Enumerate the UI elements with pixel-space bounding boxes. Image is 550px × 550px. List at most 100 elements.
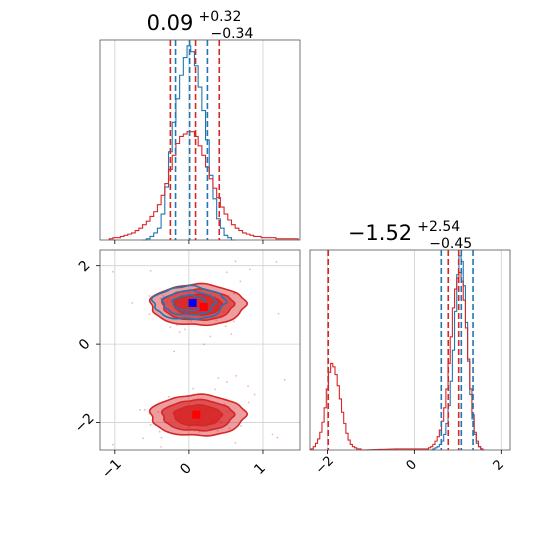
scatter-point <box>176 324 179 327</box>
hist-bar <box>202 111 206 240</box>
panel-bottom-left: −1 0 1 −2 0 2 <box>72 249 301 482</box>
hist-bar <box>235 228 239 240</box>
scatter-point <box>253 393 256 396</box>
x-ticks <box>114 240 264 244</box>
tick-label: −1 <box>99 456 125 482</box>
scatter-point <box>198 430 201 433</box>
scatter-point <box>148 295 151 297</box>
tick-label: 2 <box>76 258 94 276</box>
scatter-point <box>149 269 152 272</box>
hist-bar <box>191 132 195 240</box>
hist-bar <box>183 134 187 240</box>
scatter-point <box>235 374 238 377</box>
scatter-point <box>139 408 142 411</box>
title-sup: +2.54 <box>417 219 460 235</box>
panel-title-1: 0.09 +0.32 −0.34 <box>147 6 254 42</box>
blue-contours <box>150 284 228 321</box>
hist-bar <box>154 212 158 240</box>
scatter-point <box>184 328 187 331</box>
contour-level <box>150 284 228 321</box>
contour-level <box>171 294 207 312</box>
hist-bar <box>213 188 217 240</box>
x-ticks: −2 0 2 <box>313 450 507 478</box>
title-sub: −0.45 <box>429 236 472 252</box>
scatter-point <box>232 320 235 323</box>
red-marker <box>199 302 208 311</box>
hist-bar <box>224 214 228 240</box>
scatter-point <box>247 401 250 404</box>
axes-frame <box>99 249 301 451</box>
scatter-point <box>112 443 114 446</box>
hist-bar <box>128 234 132 240</box>
scatter-point <box>160 436 163 439</box>
panel-title-3: −1.52 +2.54 −0.45 <box>348 216 472 252</box>
scatter-point <box>248 268 251 271</box>
hist-series <box>108 131 299 240</box>
y-ticks: −2 0 2 <box>72 258 100 436</box>
scatter-point <box>225 271 228 274</box>
tick-label: −2 <box>72 410 98 436</box>
hist-bar <box>220 207 224 240</box>
hist-bar <box>331 363 333 450</box>
scatter-point <box>173 350 176 353</box>
contour-level <box>160 289 218 316</box>
scatter-point <box>214 388 216 391</box>
quantile-lines <box>169 40 221 240</box>
scatter-point <box>271 433 274 436</box>
scatter-point <box>283 378 286 381</box>
hist-bar <box>143 225 147 240</box>
scatter-point <box>224 325 227 328</box>
markers <box>188 298 208 419</box>
scatter-point <box>159 297 162 300</box>
scatter-point <box>209 335 212 338</box>
title-value: 0.09 <box>147 11 194 35</box>
scatter-point <box>230 333 233 335</box>
hist-bar <box>243 233 247 240</box>
scatter-point <box>148 313 151 316</box>
blue-mode <box>150 284 228 321</box>
scatter-point <box>203 343 206 346</box>
hist-bar <box>239 231 243 240</box>
axes-frame <box>99 39 301 241</box>
hist-bar <box>191 52 195 240</box>
hist-bar <box>161 195 165 240</box>
hist-bar <box>209 179 213 240</box>
scatter-point <box>169 326 172 329</box>
scatter-point <box>142 437 145 440</box>
tick-label: 0 <box>76 336 94 354</box>
blue-marker <box>188 298 197 307</box>
scatter-point <box>233 292 235 295</box>
scatter-point <box>216 429 219 432</box>
panel-bottom-right: −2 0 2 −1.52 +2.54 −0.45 <box>309 216 511 478</box>
hist-bar <box>202 155 206 240</box>
hist-bar <box>176 99 180 240</box>
hist-bar <box>209 175 213 240</box>
histograms <box>108 45 299 241</box>
hist-bar <box>246 234 250 240</box>
hist-bar <box>124 235 128 240</box>
axes-frame <box>309 249 511 451</box>
scatter-point <box>225 381 228 383</box>
hist-bar <box>228 220 232 240</box>
scatter-point <box>143 408 146 411</box>
hist-bar <box>224 235 228 240</box>
scatter-point <box>234 441 237 444</box>
red-marker <box>192 410 201 419</box>
scatter-point <box>234 260 237 263</box>
tick-label: −2 <box>313 453 337 477</box>
scatter-point <box>158 430 161 433</box>
scatter-point <box>160 445 163 448</box>
scatter-point <box>190 320 192 322</box>
hist-outline <box>108 131 299 240</box>
hist-bar <box>333 367 335 450</box>
scatter-point <box>217 377 220 379</box>
scatter-point <box>149 423 152 426</box>
title-sup: +0.32 <box>198 9 241 25</box>
hist-bar <box>161 214 165 240</box>
hist-bar <box>180 136 184 240</box>
hist-bar <box>250 235 254 240</box>
hist-bar <box>183 58 187 240</box>
hist-bar <box>157 228 161 240</box>
hist-bar <box>213 199 217 240</box>
